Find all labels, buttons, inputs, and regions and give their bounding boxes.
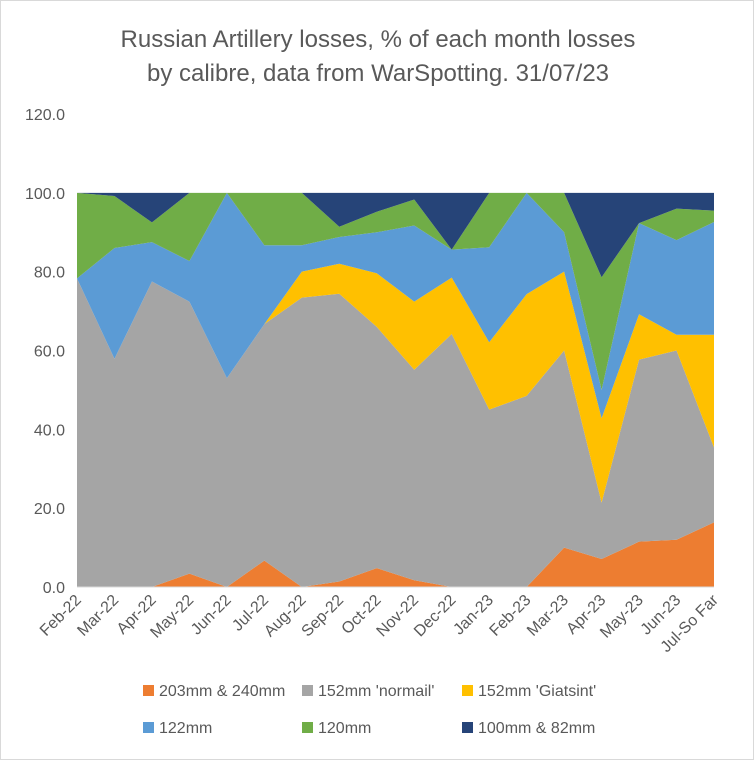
chart-title-line-1: Russian Artillery losses, % of each mont… [121,26,636,53]
y-tick-label: 100.0 [25,186,65,203]
area-series-100mm-82mm [77,192,714,278]
legend-item-100mm-82mm: 100mm & 82mm [462,720,595,737]
legend-label: 203mm & 240mm [159,683,285,700]
area-series-203mm-240mm [77,522,714,587]
area-series-122mm [77,192,714,419]
y-tick-label: 0.0 [43,580,65,597]
y-tick-label: 20.0 [34,501,65,518]
legend-label: 122mm [159,720,212,737]
legend-swatch [143,722,154,733]
x-tick-label: Feb-22 [37,592,85,640]
legend-item-120mm: 120mm [302,720,371,737]
legend-item-122mm: 122mm [143,720,212,737]
x-tick-label: Jun-22 [188,592,235,639]
legend-swatch [462,685,473,696]
legend-label: 120mm [318,720,371,737]
y-tick-label: 120.0 [25,107,65,124]
y-tick-label: 40.0 [34,422,65,439]
legend-label: 152mm 'Giatsint' [478,683,596,700]
y-tick-label: 60.0 [34,344,65,361]
y-axis-ticks: 0.0 20.0 40.0 60.0 80.0 100.0 120.0 [25,107,65,597]
legend: 203mm & 240mm 152mm 'normail' 152mm 'Giats… [143,683,596,737]
legend-label: 100mm & 82mm [478,720,595,737]
legend-swatch [143,685,154,696]
x-tick-label: Mar-23 [524,592,572,640]
legend-item-203mm-240mm: 203mm & 240mm [143,683,285,700]
area-series-group [77,192,714,587]
x-tick-label: Sep-22 [299,592,348,641]
x-tick-label: Dec-22 [411,592,460,641]
area-series-152mm-giatsint [77,263,714,503]
legend-item-152mm-giatsint: 152mm 'Giatsint' [462,683,596,700]
x-axis-ticks: Feb-22Mar-22Apr-22May-22Jun-22Jul-22Aug-… [37,591,722,656]
x-tick-label: Feb-23 [487,592,535,640]
area-series-152mm-normail [77,278,714,587]
legend-label: 152mm 'normail' [318,683,434,700]
area-series-120mm [77,192,714,390]
legend-swatch [462,722,473,733]
chart-title-line-2: by calibre, data from WarSpotting. 31/07… [147,60,609,87]
legend-swatch [302,722,313,733]
y-tick-label: 80.0 [34,265,65,282]
legend-item-152mm-normail: 152mm 'normail' [302,683,434,700]
x-tick-label: Mar-22 [74,592,122,640]
legend-swatch [302,685,313,696]
